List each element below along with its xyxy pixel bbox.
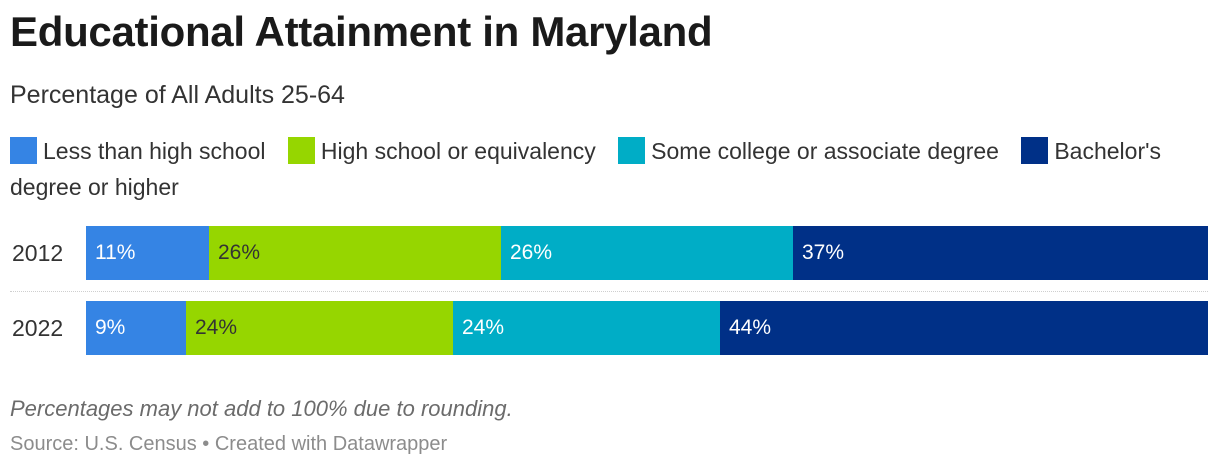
legend-swatch — [1021, 137, 1049, 164]
chart-title: Educational Attainment in Maryland — [10, 8, 713, 55]
bar-segment-2012-bachelors: 37% — [793, 226, 1208, 280]
data-label: 44% — [729, 316, 772, 339]
chart-subtitle: Percentage of All Adults 25-64 — [10, 81, 345, 109]
data-label: 26% — [510, 241, 553, 264]
legend: Less than high school High school or equ… — [10, 133, 1215, 205]
legend-label: Some college or associate degree — [651, 138, 999, 164]
bar-segment-2022-high-school: 24% — [186, 301, 453, 355]
row-label-2012: 2012 — [12, 240, 64, 266]
legend-label: Bachelor's degree or higher — [10, 138, 1161, 200]
bar-segment-2022-bachelors: 44% — [720, 301, 1208, 355]
legend-label: Less than high school — [43, 138, 266, 164]
legend-item-high-school: High school or equivalency — [287, 137, 602, 164]
legend-swatch — [287, 137, 315, 164]
row-divider — [10, 291, 1208, 292]
bar-segment-2012-some-college: 26% — [501, 226, 793, 280]
bar-2022: 9% 24% 24% 44% — [86, 301, 1208, 355]
data-label: 9% — [95, 316, 126, 339]
legend-item-some-college: Some college or associate degree — [618, 137, 1005, 164]
bar-segment-2012-less-than-high-school: 11% — [86, 226, 209, 280]
source-credit: Source: U.S. Census • Created with Dataw… — [10, 433, 448, 455]
bar-segment-2012-high-school: 26% — [209, 226, 501, 280]
data-label: 24% — [462, 316, 505, 339]
data-label: 24% — [195, 316, 238, 339]
bar-segment-2022-less-than-high-school: 9% — [86, 301, 186, 355]
bar-2012: 11% 26% 26% 37% — [86, 226, 1208, 280]
data-label: 11% — [95, 241, 136, 264]
data-label: 26% — [218, 241, 261, 264]
row-label-2022: 2022 — [12, 315, 64, 341]
legend-item-bachelors: Bachelor's degree or higher — [10, 137, 1161, 200]
legend-swatch — [10, 137, 37, 164]
legend-swatch — [618, 137, 646, 164]
legend-item-less-than-high-school: Less than high school — [10, 137, 272, 164]
data-label: 37% — [802, 241, 845, 264]
bar-segment-2022-some-college: 24% — [453, 301, 720, 355]
legend-label: High school or equivalency — [320, 138, 596, 164]
footnote: Percentages may not add to 100% due to r… — [10, 396, 513, 421]
